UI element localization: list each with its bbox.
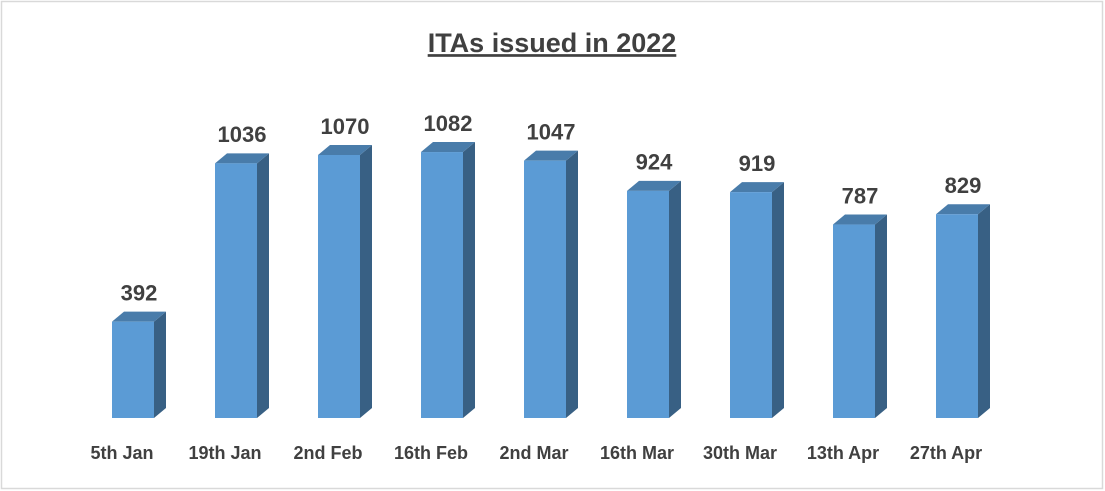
x-tick-label: 16th Mar: [600, 443, 674, 463]
bar: [936, 214, 978, 418]
bar-top: [215, 153, 269, 164]
bar-top: [524, 150, 578, 161]
bar-side: [669, 180, 681, 418]
bar: [627, 190, 669, 418]
x-tick-label: 19th Jan: [188, 443, 261, 463]
bar-top: [627, 180, 681, 191]
bar-side: [360, 144, 372, 418]
bar: [833, 224, 875, 418]
bar: [730, 192, 772, 418]
x-tick-label: 2nd Feb: [293, 443, 362, 463]
bar-side: [566, 150, 578, 418]
data-label: 1036: [218, 122, 267, 147]
bar-side: [463, 142, 475, 418]
bar: [421, 152, 463, 418]
bar-side: [875, 214, 887, 418]
bar-top: [421, 142, 475, 153]
x-tick-label: 27th Apr: [910, 443, 982, 463]
bar-side: [154, 311, 166, 418]
bar-top: [936, 204, 990, 215]
data-label: 924: [636, 150, 673, 175]
data-label: 392: [121, 280, 158, 305]
bar-side: [978, 204, 990, 418]
chart-title: ITAs issued in 2022: [428, 28, 677, 58]
data-label: 1082: [424, 111, 473, 136]
x-tick-label: 16th Feb: [394, 443, 468, 463]
bar: [215, 163, 257, 418]
bar: [524, 160, 566, 418]
x-tick-label: 2nd Mar: [499, 443, 568, 463]
bar-side: [772, 182, 784, 418]
data-label: 1070: [321, 114, 370, 139]
bar: [112, 321, 154, 418]
bar-top: [730, 182, 784, 193]
bar-top: [318, 144, 372, 155]
bar-side: [257, 153, 269, 418]
bar-top: [833, 214, 887, 225]
data-label: 1047: [527, 119, 576, 144]
bar-top: [112, 311, 166, 322]
data-label: 787: [842, 183, 879, 208]
x-tick-label: 30th Mar: [703, 443, 777, 463]
x-tick-label: 5th Jan: [90, 443, 153, 463]
x-tick-label: 13th Apr: [807, 443, 879, 463]
data-label: 829: [945, 173, 982, 198]
bar: [318, 154, 360, 418]
data-label: 919: [739, 151, 776, 176]
